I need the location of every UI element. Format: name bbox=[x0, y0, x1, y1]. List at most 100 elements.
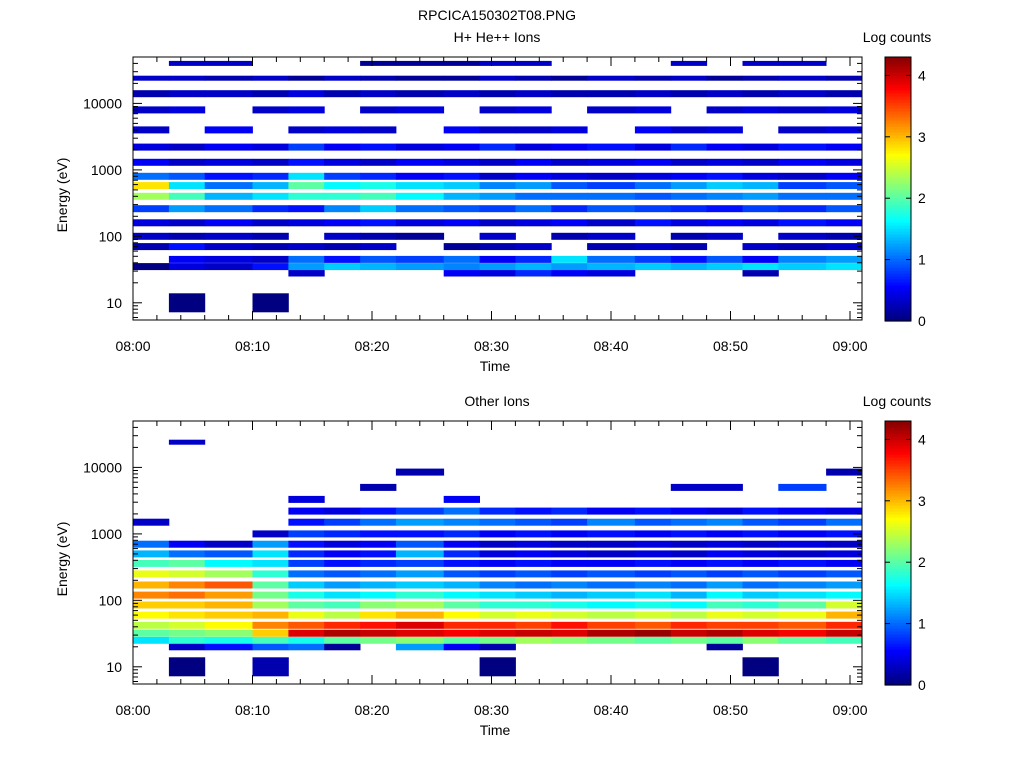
panel-2-colorbar-tick-label: 4 bbox=[918, 431, 926, 447]
heatmap-cell bbox=[515, 518, 552, 526]
heatmap-cell bbox=[252, 601, 289, 609]
colorbar-swatch bbox=[885, 493, 911, 497]
colorbar-swatch bbox=[885, 261, 911, 265]
heatmap-cell bbox=[252, 255, 289, 263]
heatmap-cell bbox=[826, 243, 863, 251]
heatmap-cell bbox=[778, 126, 827, 134]
heatmap-cell bbox=[551, 629, 588, 637]
heatmap-cell bbox=[778, 243, 827, 251]
colorbar-swatch bbox=[885, 306, 911, 310]
heatmap-cell bbox=[551, 559, 588, 567]
heatmap-cell bbox=[587, 172, 636, 180]
heatmap-cell bbox=[826, 629, 863, 637]
heatmap-cell bbox=[778, 518, 827, 526]
heatmap-cell bbox=[168, 232, 206, 240]
heatmap-cell bbox=[252, 643, 289, 651]
colorbar-swatch bbox=[885, 129, 911, 133]
heatmap-cell bbox=[288, 550, 325, 558]
heatmap-cell bbox=[515, 182, 552, 190]
colorbar-swatch bbox=[885, 165, 911, 169]
heatmap-cell bbox=[288, 495, 325, 503]
heatmap-cell bbox=[204, 559, 253, 567]
heatmap-cell bbox=[395, 540, 445, 548]
heatmap-cell bbox=[443, 636, 480, 644]
colorbar-swatch bbox=[885, 249, 911, 253]
heatmap-cell bbox=[168, 205, 206, 213]
heatmap-cell bbox=[742, 530, 779, 538]
panel-1-colorbar-tick-label: 1 bbox=[918, 252, 926, 268]
heatmap-cell bbox=[360, 232, 397, 240]
heatmap-cell bbox=[133, 243, 170, 251]
heatmap-cell bbox=[706, 581, 743, 589]
heatmap-cell bbox=[360, 550, 397, 558]
heatmap-cell bbox=[133, 205, 170, 213]
heatmap-cell bbox=[826, 570, 863, 578]
panel-2-x-tick-label: 08:20 bbox=[354, 702, 389, 718]
heatmap-cell bbox=[706, 550, 743, 558]
panel-2-x-tick-label: 08:50 bbox=[713, 702, 748, 718]
heatmap-cell bbox=[204, 192, 253, 200]
heatmap-cell bbox=[252, 559, 289, 567]
heatmap-cell bbox=[204, 601, 253, 609]
panel-2-heatmap-cells bbox=[133, 439, 863, 677]
heatmap-cell bbox=[324, 75, 361, 81]
panel-1-y-tick-labels: 10 100 1000 10000 bbox=[83, 95, 122, 310]
colorbar-swatch bbox=[885, 616, 911, 620]
panel-1-axis-ticks bbox=[132, 56, 862, 320]
heatmap-cell bbox=[204, 255, 253, 263]
heatmap-cell bbox=[634, 591, 672, 599]
colorbar-swatch bbox=[885, 264, 911, 268]
colorbar-swatch bbox=[885, 237, 911, 241]
colorbar-swatch bbox=[885, 219, 911, 223]
heatmap-cell bbox=[634, 205, 672, 213]
heatmap-cell bbox=[479, 559, 516, 567]
heatmap-cell bbox=[360, 158, 397, 166]
heatmap-cell bbox=[324, 611, 361, 619]
heatmap-cell bbox=[168, 657, 206, 677]
colorbar-swatch bbox=[885, 574, 911, 578]
colorbar-swatch bbox=[885, 81, 911, 85]
colorbar-swatch bbox=[885, 637, 911, 641]
colorbar-swatch bbox=[885, 442, 911, 446]
colorbar-swatch bbox=[885, 577, 911, 581]
colorbar-swatch bbox=[885, 424, 911, 428]
heatmap-cell bbox=[360, 60, 397, 66]
heatmap-cell bbox=[551, 570, 588, 578]
colorbar-swatch bbox=[885, 171, 911, 175]
panel-2-colorbar-tick-label: 2 bbox=[918, 554, 926, 570]
heatmap-cell bbox=[133, 90, 170, 98]
panel-2-x-tick-label: 09:00 bbox=[832, 702, 867, 718]
heatmap-cell bbox=[288, 75, 325, 81]
colorbar-swatch bbox=[885, 670, 911, 674]
heatmap-cell bbox=[551, 75, 588, 81]
colorbar-swatch bbox=[885, 643, 911, 647]
heatmap-cell bbox=[826, 550, 863, 558]
colorbar-swatch bbox=[885, 538, 911, 542]
heatmap-cell bbox=[168, 293, 206, 313]
panel-2-colorbar-tick-label: 0 bbox=[918, 677, 926, 693]
heatmap-cell bbox=[252, 540, 289, 548]
panel-1-plot-frame bbox=[132, 56, 863, 321]
panel-2-y-axis-label: Energy (eV) bbox=[54, 522, 70, 597]
colorbar-swatch bbox=[885, 57, 911, 61]
heatmap-cell bbox=[168, 621, 206, 629]
heatmap-cell bbox=[826, 143, 863, 151]
heatmap-cell bbox=[670, 75, 708, 81]
heatmap-cell bbox=[324, 255, 361, 263]
heatmap-cell bbox=[133, 636, 170, 644]
colorbar-swatch bbox=[885, 156, 911, 160]
heatmap-cell bbox=[778, 591, 827, 599]
colorbar-swatch bbox=[885, 463, 911, 467]
panel-1-heatmap-cells bbox=[133, 60, 863, 313]
heatmap-cell bbox=[324, 90, 361, 98]
heatmap-cell bbox=[670, 550, 708, 558]
heatmap-cell bbox=[670, 205, 708, 213]
colorbar-swatch bbox=[885, 454, 911, 458]
colorbar-swatch bbox=[885, 66, 911, 70]
heatmap-cell bbox=[479, 75, 516, 81]
heatmap-cell bbox=[168, 629, 206, 637]
colorbar-swatch bbox=[885, 559, 911, 563]
heatmap-cell bbox=[133, 263, 170, 271]
heatmap-cell bbox=[634, 126, 672, 134]
heatmap-cell bbox=[587, 601, 636, 609]
